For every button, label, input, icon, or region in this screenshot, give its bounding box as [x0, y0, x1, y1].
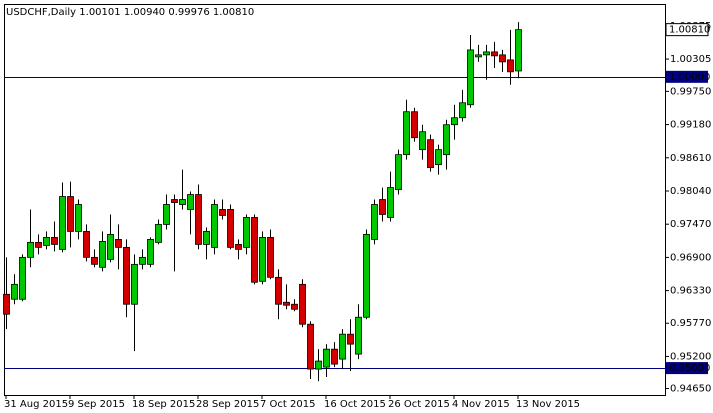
candle-body: [251, 217, 258, 283]
candle-body: [75, 204, 82, 232]
candle-body: [139, 256, 146, 265]
candle-body: [243, 217, 250, 248]
price-label: 1.00810: [669, 25, 710, 36]
candle-body: [323, 348, 330, 368]
candle-body: [267, 237, 274, 278]
candle-body: [83, 231, 90, 258]
price-label-box: [665, 23, 709, 37]
candle-body: [299, 283, 306, 325]
candle-body: [339, 333, 346, 360]
y-tick-label: 0.96330: [670, 286, 711, 297]
candle-body: [203, 231, 210, 245]
candle-body: [171, 199, 178, 203]
candle-body: [483, 51, 490, 56]
x-tick-label: 31 Aug 2015: [4, 399, 68, 410]
candle-body: [403, 111, 410, 156]
candle-body: [507, 59, 514, 73]
candle-body: [123, 246, 130, 305]
level-label: 0.95000: [669, 363, 710, 374]
y-tick-label: 0.98040: [670, 186, 711, 197]
y-tick-label: 0.98610: [670, 153, 711, 164]
candle-body: [67, 196, 74, 232]
candle-body: [307, 323, 314, 370]
candle-body: [443, 124, 450, 156]
candle-body: [211, 204, 218, 248]
candle-body: [91, 256, 98, 265]
y-tick-label: 0.95770: [670, 318, 711, 329]
candle-body: [179, 199, 186, 205]
candle-body: [147, 239, 154, 265]
plot-frame: [4, 4, 666, 396]
x-tick-label: 16 Oct 2015: [324, 399, 386, 410]
candle-body: [387, 187, 394, 218]
candle-body: [331, 348, 338, 365]
y-tick-label: 0.97470: [670, 219, 711, 230]
candle-body: [355, 316, 362, 355]
level-label: 1.00000: [669, 72, 710, 83]
x-tick-label: 4 Nov 2015: [452, 399, 510, 410]
candle-body: [235, 244, 242, 250]
candle-body: [515, 29, 522, 72]
y-tick-label: 0.99180: [670, 120, 711, 131]
candle-body: [99, 240, 106, 268]
x-tick-label: 7 Oct 2015: [260, 399, 315, 410]
candle-body: [395, 154, 402, 190]
candle-body: [475, 54, 482, 58]
candle-body: [379, 199, 386, 215]
candle-body: [363, 233, 370, 318]
candle-body: [35, 241, 42, 248]
candle-body: [291, 303, 298, 310]
candle-body: [283, 301, 290, 306]
candle-body: [3, 293, 10, 315]
level-label-box: [666, 70, 708, 83]
candle-body: [419, 131, 426, 151]
candle-body: [107, 233, 114, 260]
candle-body: [459, 102, 466, 119]
candle-body: [115, 239, 122, 248]
candle-body: [51, 237, 58, 245]
x-tick-label: 28 Sep 2015: [196, 399, 259, 410]
candle-body: [27, 241, 34, 258]
y-tick-label: 1.00305: [670, 54, 711, 65]
candle-body: [19, 256, 26, 300]
candle-body: [227, 209, 234, 248]
candle-body: [411, 111, 418, 139]
candle-body: [11, 283, 18, 300]
candle-body: [187, 194, 194, 210]
candle-body: [195, 194, 202, 245]
candle-body: [155, 224, 162, 243]
x-tick-label: 13 Nov 2015: [516, 399, 580, 410]
candle-body: [275, 276, 282, 305]
candle-body: [347, 333, 354, 345]
y-tick-label: 0.94650: [670, 383, 711, 394]
candle-body: [259, 237, 266, 282]
candle-body: [435, 149, 442, 166]
candle-body: [491, 51, 498, 57]
candle-body: [467, 49, 474, 106]
x-tick-label: 9 Sep 2015: [68, 399, 125, 410]
candle-body: [371, 204, 378, 240]
chart-title: USDCHF,Daily 1.00101 1.00940 0.99976 1.0…: [6, 7, 254, 18]
level-label-box: [666, 362, 708, 375]
candle-body: [59, 196, 66, 250]
candle-body: [427, 139, 434, 168]
y-tick-label: 0.96900: [670, 252, 711, 263]
candle-body: [315, 360, 322, 370]
candle-body: [499, 54, 506, 63]
candle-body: [219, 209, 226, 216]
candle-body: [131, 263, 138, 305]
y-tick-label: 0.99750: [670, 86, 711, 97]
candle-body: [43, 237, 50, 246]
candle-body: [163, 204, 170, 225]
x-tick-label: 18 Sep 2015: [132, 399, 195, 410]
candle-body: [451, 117, 458, 126]
x-tick-label: 26 Oct 2015: [388, 399, 450, 410]
y-tick-label: 0.95200: [670, 351, 711, 362]
